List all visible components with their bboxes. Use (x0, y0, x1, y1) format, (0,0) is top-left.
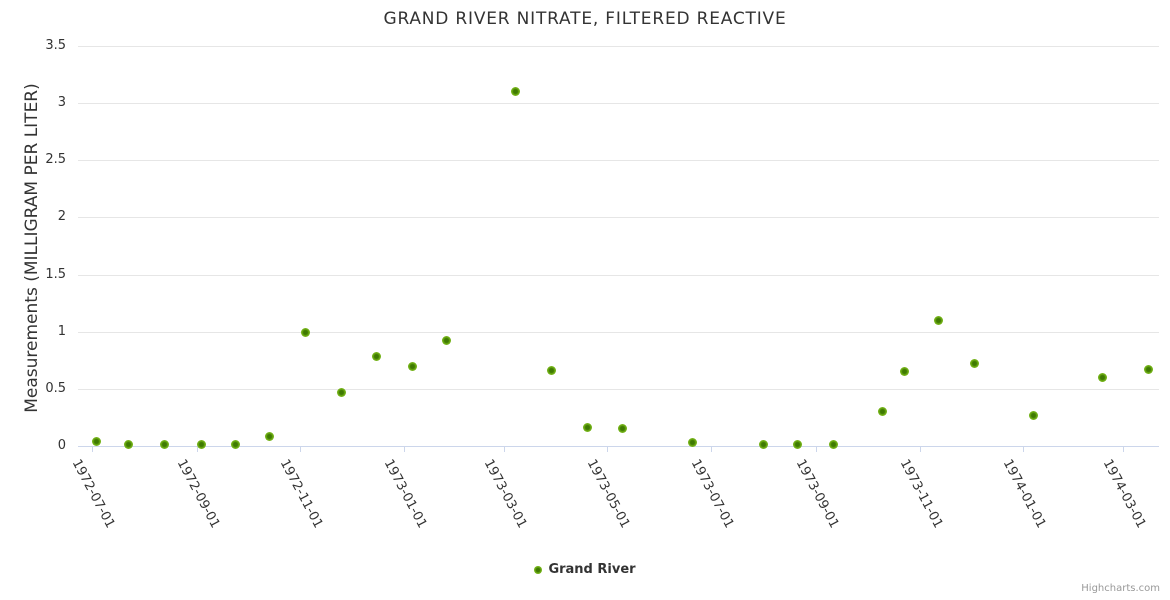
y-axis-label: 3 (57, 95, 66, 111)
data-point[interactable] (969, 359, 979, 369)
data-point[interactable] (759, 440, 769, 450)
data-point[interactable] (300, 328, 310, 338)
x-axis-tick (919, 446, 921, 452)
data-point[interactable] (92, 436, 102, 446)
data-point[interactable] (124, 440, 134, 450)
y-axis-label: 3.5 (45, 38, 66, 53)
x-axis-label: 1972-11-01 (277, 457, 326, 531)
x-axis-tick (710, 446, 712, 452)
data-point[interactable] (793, 440, 803, 450)
legend-label: Grand River (548, 562, 636, 577)
data-point[interactable] (877, 407, 887, 417)
chart-title: GRAND RIVER NITRATE, FILTERED REACTIVE (383, 9, 787, 29)
data-point[interactable] (407, 361, 417, 371)
data-point[interactable] (231, 440, 241, 450)
data-point[interactable] (546, 366, 556, 376)
data-point[interactable] (687, 438, 697, 448)
data-point[interactable] (197, 440, 207, 450)
data-point[interactable] (933, 315, 943, 325)
y-axis-label: 0.5 (45, 380, 66, 396)
x-axis-label: 1974-01-01 (999, 457, 1049, 531)
x-axis-label: 1973-03-01 (480, 457, 530, 531)
highcharts-credits-link[interactable]: Highcharts.com (1081, 583, 1160, 594)
data-point[interactable] (1098, 372, 1108, 382)
y-gridline (78, 217, 1159, 219)
data-point[interactable] (441, 336, 451, 346)
x-axis-tick (1123, 446, 1125, 452)
data-point[interactable] (1144, 364, 1154, 374)
data-point[interactable] (1028, 410, 1038, 420)
x-axis-label: 1974-03-01 (1100, 457, 1149, 531)
y-gridline (78, 46, 1159, 47)
x-axis-tick (607, 446, 609, 452)
data-point[interactable] (828, 440, 838, 450)
y-gridline (78, 388, 1159, 390)
x-axis-tick (503, 446, 505, 452)
x-axis-label: 1973-05-01 (584, 457, 633, 531)
y-axis-label: 2 (57, 209, 66, 225)
y-axis-label: 0 (57, 438, 66, 453)
x-axis-tick (816, 446, 818, 452)
legend-item-grand-river[interactable]: Grand River (0, 562, 1170, 577)
y-gridline (78, 103, 1159, 105)
x-axis-label: 1973-09-01 (792, 457, 842, 531)
y-axis-label: 2.5 (45, 152, 66, 168)
y-gridline (78, 160, 1159, 162)
x-axis-tick (1023, 446, 1025, 452)
x-axis-label: 1973-07-01 (687, 457, 737, 531)
y-axis-label: 1.5 (45, 266, 66, 282)
y-gridline (78, 274, 1159, 276)
x-axis-label: 1973-01-01 (380, 457, 430, 531)
data-point[interactable] (511, 87, 521, 97)
data-point[interactable] (372, 352, 382, 362)
x-axis-label: 1972-09-01 (173, 457, 223, 531)
x-axis-label: 1972-07-01 (68, 457, 118, 531)
legend-series-marker-icon (534, 565, 543, 574)
x-axis-label: 1973-11-01 (896, 457, 946, 531)
x-axis-tick (91, 446, 93, 452)
x-axis-tick (403, 446, 405, 452)
data-point[interactable] (265, 432, 275, 442)
x-axis-tick (300, 446, 302, 452)
data-point[interactable] (582, 423, 592, 433)
data-point[interactable] (160, 440, 170, 450)
y-axis-label: 1 (57, 323, 66, 339)
data-point[interactable] (899, 367, 909, 377)
x-axis-line (78, 446, 1159, 447)
y-gridline (78, 331, 1159, 333)
data-point[interactable] (618, 424, 628, 434)
x-axis-tick (196, 446, 198, 452)
data-point[interactable] (336, 387, 346, 397)
